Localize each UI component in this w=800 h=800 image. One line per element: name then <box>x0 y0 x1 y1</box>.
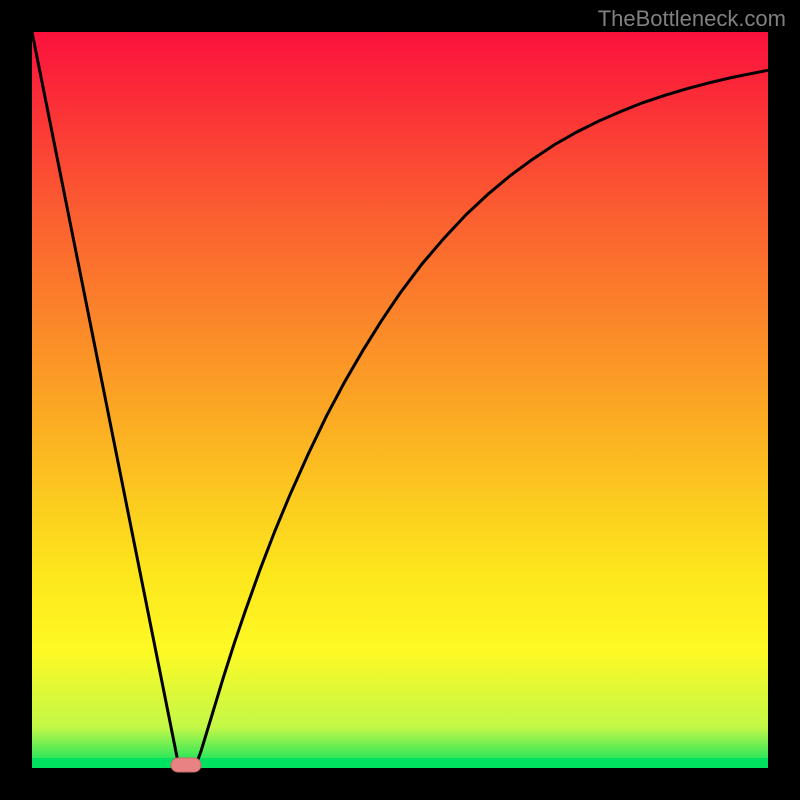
minimum-marker <box>170 757 201 772</box>
curve-path <box>32 32 768 768</box>
plot-area <box>32 32 768 768</box>
curve-svg <box>32 32 768 768</box>
attribution-text: TheBottleneck.com <box>598 6 786 32</box>
